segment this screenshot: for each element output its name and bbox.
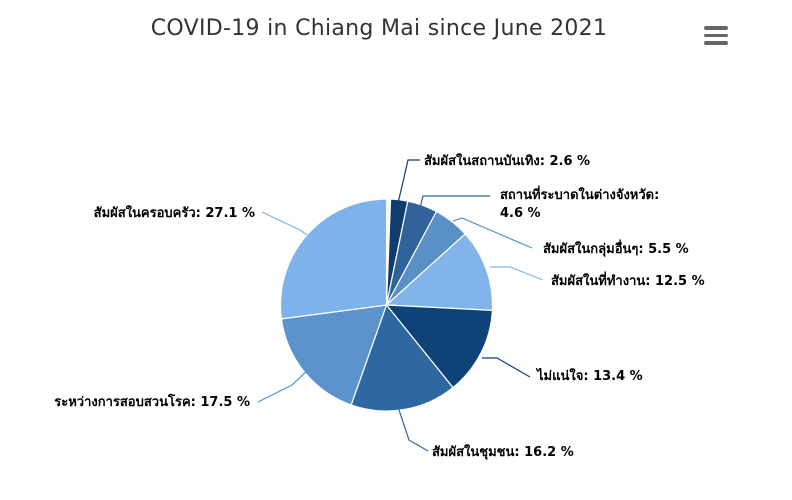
slice-connector-line [419,195,490,209]
slice-data-label: สัมผัสในครอบครัว: 27.1 % [94,204,255,221]
hamburger-menu-button[interactable] [702,26,730,50]
slice-data-label: ระหว่างการสอบสวนโรค: 17.5 % [54,393,250,410]
pie-slice[interactable] [385,233,494,312]
slice-connector-line [452,217,533,249]
slice-data-label: สถานที่ระบาดในต่างจังหวัด: 4.6 % [500,185,659,221]
slice-connector-line [482,357,531,378]
slice-data-label: สัมผัสในชุมชน: 16.2 % [432,443,574,460]
slice-data-label: สัมผัสในกลุ่มอื่นๆ: 5.5 % [543,239,689,257]
slice-data-label: ไม่แน่ใจ: 13.4 % [535,367,643,384]
slice-connector-line [397,159,420,204]
slice-connector-line [397,406,429,452]
pie-slice[interactable] [350,303,454,412]
pie-slice[interactable] [385,304,493,389]
pie-slice[interactable] [279,198,388,320]
slice-data-label: สัมผัสในสถานบันเทิง: 2.6 % [424,152,590,169]
chart-title: COVID-19 in Chiang Mai since June 2021 [150,16,608,41]
slice-connector-line [490,266,544,281]
slice-connector-line [261,211,308,236]
hamburger-menu-icon [704,26,728,30]
slice-connector-line [257,369,309,403]
pie-slice[interactable] [280,304,388,406]
slice-data-label: สัมผัสในที่ทำงาน: 12.5 % [551,271,705,289]
